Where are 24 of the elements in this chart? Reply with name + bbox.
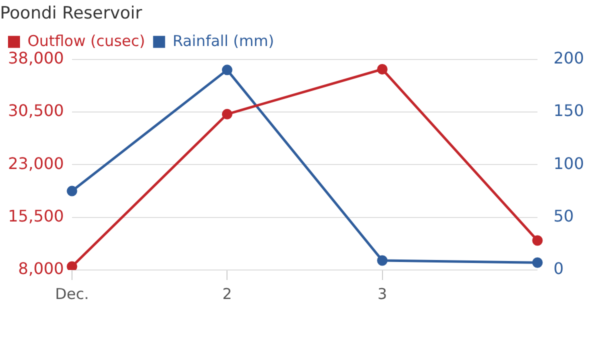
legend-label: Outflow (cusec): [28, 32, 146, 50]
x-tick-label: 2: [222, 284, 232, 303]
y2-tick-label: 0: [553, 259, 564, 278]
point: [222, 64, 232, 76]
point: [532, 235, 543, 246]
point: [532, 257, 543, 268]
point: [377, 64, 388, 74]
x-tick-label: Dec.: [55, 284, 89, 303]
y2-tick-label: 50: [553, 206, 574, 226]
y2-tick-label: 150: [553, 101, 584, 120]
y2-tick-label: 100: [553, 154, 584, 173]
point: [222, 108, 232, 120]
y-tick-label: 38,000: [8, 48, 64, 68]
y2-tick-label: 200: [553, 48, 584, 68]
point: [377, 255, 388, 266]
point: [66, 186, 78, 196]
y-tick-label: 8,000: [18, 259, 64, 278]
y-tick-label: 15,500: [8, 206, 64, 226]
point: [66, 261, 78, 270]
legend-label: Rainfall (mm): [172, 32, 274, 50]
y-tick-label: 30,500: [8, 101, 64, 120]
x-tick-label: 3: [378, 284, 388, 303]
chart-title: Poondi Reservoir: [0, 4, 142, 24]
y-tick-label: 23,000: [8, 154, 64, 173]
